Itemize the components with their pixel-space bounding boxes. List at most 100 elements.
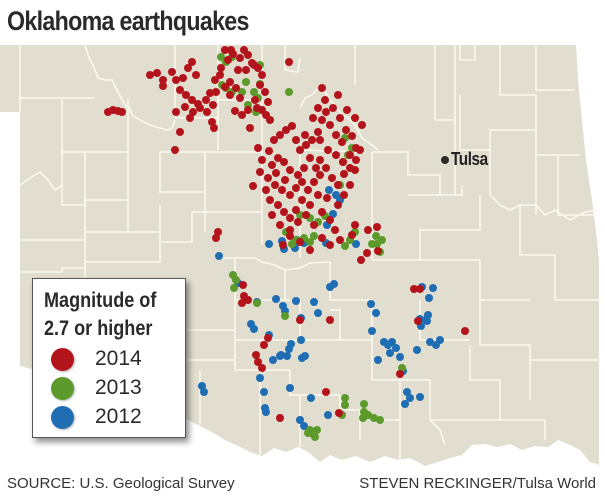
legend-item-2013: 2013 <box>51 376 142 400</box>
quake-dot-2012 <box>250 325 258 333</box>
quake-dot-2014 <box>265 147 273 155</box>
quake-dot-2014 <box>286 191 294 199</box>
quake-dot-2014 <box>357 256 365 264</box>
quake-dot-2014 <box>202 96 210 104</box>
quake-dot-2013 <box>242 78 250 86</box>
quake-dot-2012 <box>269 356 277 364</box>
quake-dot-2014 <box>308 136 316 144</box>
quake-dot-2014 <box>261 88 269 96</box>
quake-dot-2013 <box>230 284 238 292</box>
quake-dot-2014 <box>262 186 270 194</box>
quake-dot-2014 <box>212 234 220 242</box>
quake-dot-2014 <box>335 409 343 417</box>
quake-dot-2014 <box>258 71 266 79</box>
quake-dot-2014 <box>271 181 279 189</box>
quake-dot-2014 <box>268 211 276 219</box>
quake-dot-2014 <box>328 174 336 182</box>
legend-item-2014: 2014 <box>51 347 142 371</box>
legend-title: Magnitude of 2.7 or higher <box>44 287 156 343</box>
quake-dot-2014 <box>351 166 359 174</box>
quake-dot-2014 <box>272 169 280 177</box>
quake-dot-2014 <box>266 196 274 204</box>
quake-dot-2014 <box>321 96 329 104</box>
quake-dot-2014 <box>186 114 194 122</box>
quake-dot-2014 <box>281 176 289 184</box>
quake-dot-2014 <box>238 111 246 119</box>
city-label: Tulsa <box>451 149 488 169</box>
quake-dot-2014 <box>203 108 211 116</box>
quake-dot-2014 <box>250 61 258 69</box>
quake-dot-2014 <box>309 114 317 122</box>
quake-dot-2013 <box>378 236 386 244</box>
quake-dot-2014 <box>176 128 184 136</box>
quake-dot-2014 <box>236 54 244 62</box>
quake-dot-2012 <box>403 388 411 396</box>
quake-dot-2014 <box>414 317 422 325</box>
quake-dot-2014 <box>286 166 294 174</box>
legend-item-2012: 2012 <box>51 405 142 429</box>
quake-dot-2014 <box>256 81 264 89</box>
quake-dot-2014 <box>302 141 310 149</box>
quake-dot-2012 <box>292 297 300 305</box>
quake-dot-2014 <box>336 114 344 122</box>
quake-dot-2014 <box>246 124 254 132</box>
quake-dot-2014 <box>211 76 219 84</box>
legend-title-line1: Magnitude of <box>44 289 157 312</box>
quake-dot-2012 <box>368 327 376 335</box>
quake-dot-2014 <box>302 211 310 219</box>
quake-dot-2012 <box>401 400 409 408</box>
quake-dot-2014 <box>296 238 304 246</box>
quake-dot-2014 <box>249 182 257 190</box>
quake-dot-2013 <box>253 299 261 307</box>
quake-dot-2013 <box>360 400 368 408</box>
quake-dot-2014 <box>314 191 322 199</box>
quake-dot-2012 <box>215 252 223 260</box>
quake-dot-2014 <box>217 64 225 72</box>
quake-dot-2013 <box>341 394 349 402</box>
quake-dot-2014 <box>254 144 262 152</box>
quake-dot-2014 <box>304 186 312 194</box>
quake-dot-2014 <box>286 226 294 234</box>
quake-dot-2014 <box>236 94 244 102</box>
quake-dot-2014 <box>244 51 252 59</box>
quake-dot-2014 <box>254 358 262 366</box>
quake-dot-2014 <box>276 131 284 139</box>
quake-dot-2014 <box>216 71 224 79</box>
quake-dot-2012 <box>260 388 268 396</box>
quake-dot-2014 <box>316 171 324 179</box>
quake-dot-2014 <box>343 106 351 114</box>
quake-dot-2014 <box>318 208 326 216</box>
quake-dot-2012 <box>283 352 291 360</box>
quake-dot-2012 <box>367 300 375 308</box>
quake-dot-2014 <box>296 316 304 324</box>
quake-dot-2014 <box>286 232 294 240</box>
quake-dot-2013 <box>372 232 380 240</box>
quake-dot-2014 <box>318 116 326 124</box>
quake-dot-2012 <box>330 280 338 288</box>
quake-dot-2014 <box>332 131 340 139</box>
quake-dot-2014 <box>326 121 334 129</box>
quake-dot-2012 <box>352 240 360 248</box>
quake-dot-2014 <box>306 246 314 254</box>
quake-dot-2014 <box>351 114 359 122</box>
quake-dot-2012 <box>324 411 332 419</box>
quake-dot-2012 <box>416 393 424 401</box>
quake-dot-2014 <box>300 164 308 172</box>
quake-dot-2013 <box>310 232 318 240</box>
quake-dot-2014 <box>251 96 259 104</box>
quake-dot-2014 <box>331 226 339 234</box>
quake-dot-2014 <box>268 161 276 169</box>
credit-note: STEVEN RECKINGER/Tulsa World <box>359 475 596 492</box>
quake-dot-2014 <box>334 91 342 99</box>
quake-dot-2014 <box>118 108 126 116</box>
quake-dot-2014 <box>292 184 300 192</box>
quake-dot-2013 <box>288 240 296 248</box>
quake-dot-2014 <box>189 108 197 116</box>
quake-dot-2014 <box>374 247 382 255</box>
quake-dot-2014 <box>336 236 344 244</box>
quake-dot-2014 <box>323 194 331 202</box>
quake-dot-2014 <box>348 132 356 140</box>
quake-dot-2014 <box>338 138 346 146</box>
quake-dot-2014 <box>298 196 306 204</box>
quake-dot-2014 <box>340 191 348 199</box>
